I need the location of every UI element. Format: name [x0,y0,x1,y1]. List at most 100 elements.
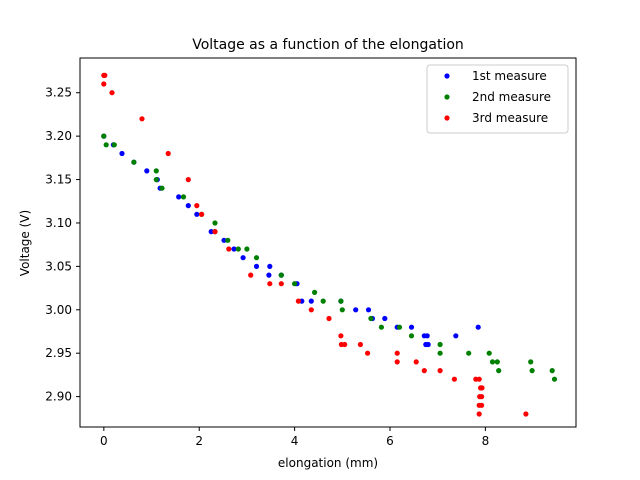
data-point [312,289,318,295]
data-point [101,133,107,139]
data-point [424,333,430,339]
x-tick-label: 6 [386,434,394,448]
y-tick-label: 2.95 [45,346,72,360]
data-point [235,246,241,252]
data-point [437,368,443,374]
y-axis-label: Voltage (V) [18,210,32,276]
legend: 1st measure 2nd measure 3rd measure [426,64,569,134]
data-point [479,394,485,400]
data-point [353,307,359,313]
data-point [111,142,117,148]
data-point [437,350,443,356]
data-point [408,333,415,339]
data-point [131,159,137,165]
legend-label: 2nd measure [472,90,551,104]
data-point [357,341,363,348]
data-point [153,177,159,183]
legend-label: 1st measure [472,69,547,83]
legend-label: 3rd measure [472,111,548,125]
data-point [267,281,273,287]
data-point [292,281,298,287]
series-2 [101,133,558,382]
y-tick-label: 3.25 [45,86,72,100]
legend-marker [444,73,450,79]
data-point [185,203,191,209]
data-point [295,298,301,304]
legend-marker [444,115,450,121]
data-point [549,368,555,374]
data-point [489,359,496,365]
data-point [231,246,237,252]
y-tick-label: 3.10 [45,216,72,230]
data-point [103,142,109,148]
data-point [144,168,150,174]
data-point [244,246,250,252]
data-point [496,368,502,374]
data-point [479,402,485,408]
data-point [453,333,459,339]
data-point [212,229,218,235]
data-point [529,368,535,374]
data-point [253,263,260,269]
data-point [342,341,348,348]
data-point [413,359,419,365]
data-point [109,90,115,96]
data-point [212,220,218,226]
data-point [339,307,345,313]
data-point [320,298,326,304]
data-point [528,359,534,365]
data-point [221,237,227,243]
legend-box [426,64,569,134]
y-tick-label: 3.05 [45,259,72,273]
data-point [338,333,344,339]
data-point [278,281,284,287]
data-point [551,376,558,382]
data-point [153,168,159,174]
y-axis: 2.90 2.95 3.00 3.05 3.10 3.15 3.20 3.25 [45,86,80,404]
data-point [159,185,165,191]
data-point [308,298,314,304]
data-point [476,411,482,417]
y-tick-label: 2.90 [45,390,72,404]
plot-area [101,72,558,417]
data-point [208,229,214,235]
data-point [479,385,485,391]
data-point [523,411,529,417]
data-point [308,307,314,313]
data-point [466,350,472,356]
y-tick-label: 3.00 [45,303,72,317]
data-point [365,307,372,313]
data-point [267,263,273,269]
data-point [278,272,284,278]
data-point [185,177,191,183]
data-point [382,315,388,322]
data-point [240,255,246,261]
data-point [225,237,231,243]
data-point [199,211,205,217]
axes-frame [79,57,577,428]
data-point [176,194,182,200]
x-tick-label: 4 [291,434,299,448]
data-point [102,72,108,78]
data-point [486,350,492,356]
data-point [338,298,344,304]
data-point [226,246,232,252]
data-point [378,324,384,330]
x-tick-label: 2 [195,434,203,448]
data-point [396,324,403,330]
data-point [437,341,443,348]
x-axis-label: elongation (mm) [278,456,378,470]
data-point [139,116,145,122]
data-point [194,203,200,209]
data-point [101,81,107,87]
data-point [248,272,254,278]
y-tick-label: 3.15 [45,173,72,187]
data-point [165,150,171,157]
data-point [368,315,374,322]
x-tick-label: 8 [482,434,490,448]
data-point [451,376,457,382]
data-point [180,194,187,200]
data-point [494,359,500,365]
data-point [408,324,415,330]
series-1 [101,133,481,348]
